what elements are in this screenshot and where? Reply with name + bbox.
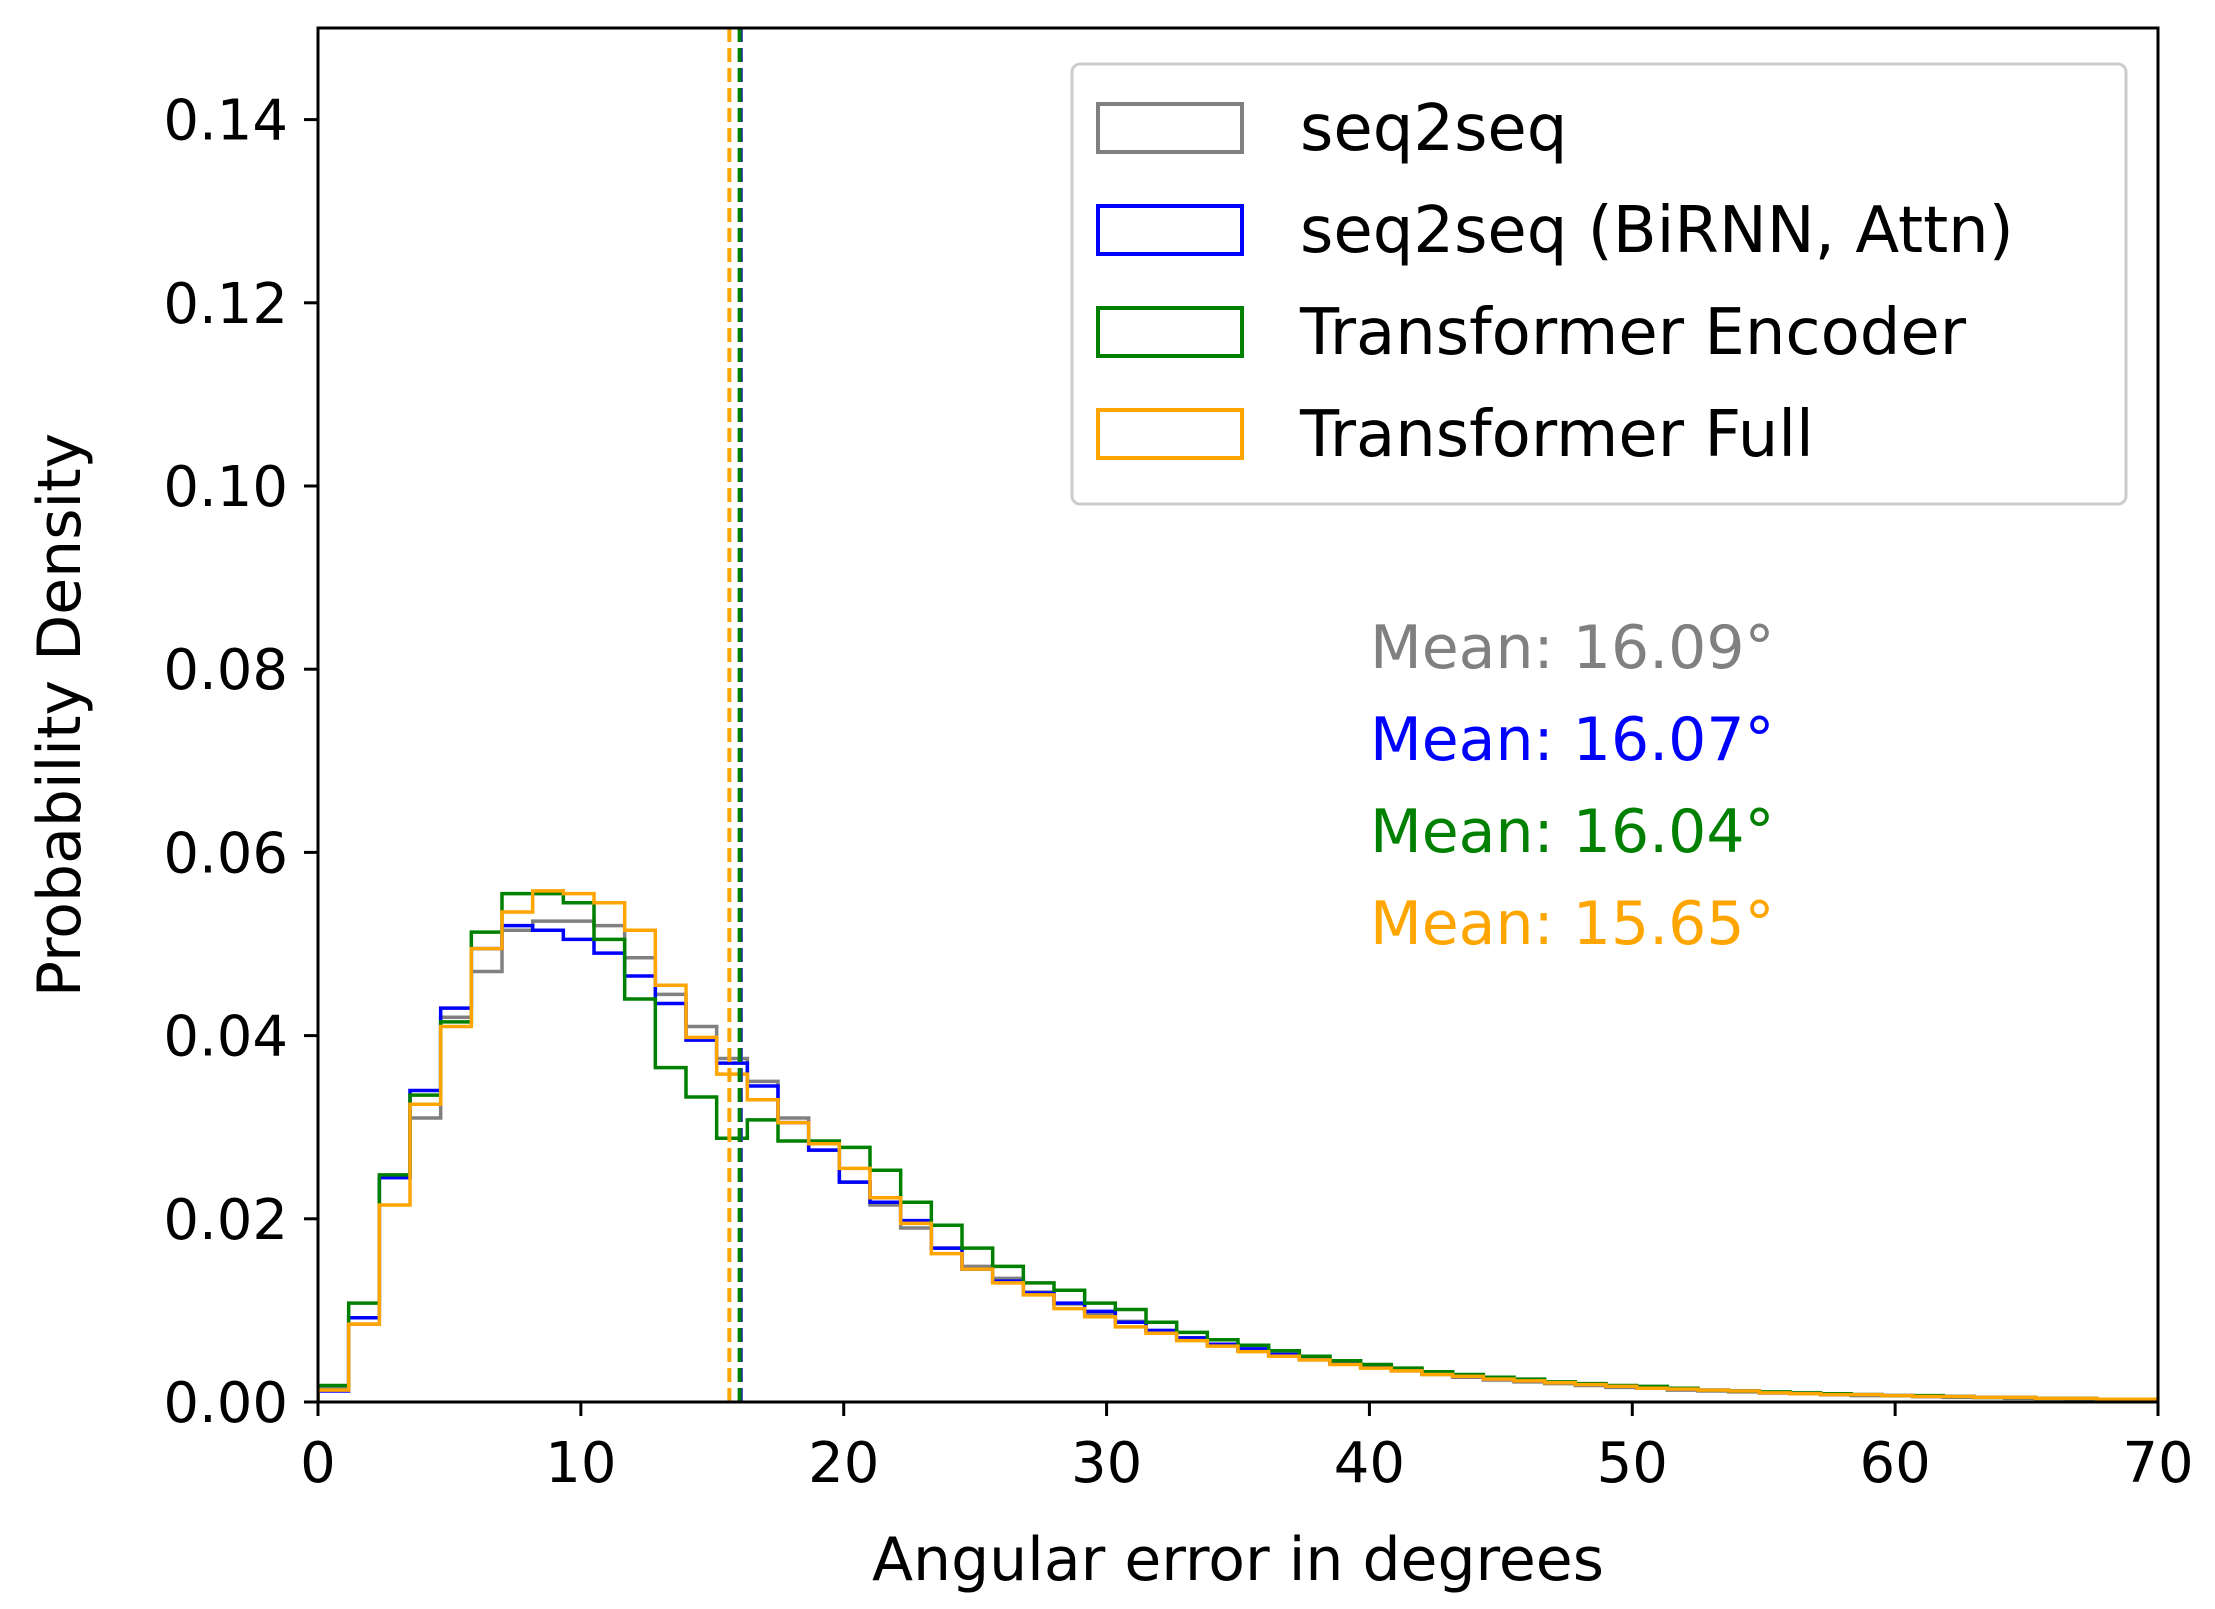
histogram-series-group	[318, 889, 2158, 1402]
y-tick-label: 0.08	[163, 638, 288, 703]
y-tick-label: 0.10	[163, 455, 288, 520]
y-tick-label: 0.14	[163, 89, 288, 154]
x-axis: 0 10 20 30 40 50 60 70	[300, 1402, 2194, 1496]
mean-label-2: Mean: 16.07°	[1370, 705, 1775, 775]
x-tick-label: 70	[2122, 1431, 2193, 1496]
legend-swatch	[1096, 102, 1244, 154]
y-axis: 0.00 0.02 0.04 0.06 0.08 0.10 0.12 0.14	[163, 89, 318, 1436]
mean-label-1: Mean: 16.09°	[1370, 613, 1775, 683]
mean-annotations: Mean: 16.09° Mean: 16.07° Mean: 16.04° Mean…	[1370, 613, 1775, 959]
plot-frame	[316, 26, 2160, 1404]
legend-label: Transformer Encoder	[1299, 296, 1967, 370]
mean-label-3: Mean: 16.04°	[1370, 797, 1775, 867]
y-tick-label: 0.00	[163, 1371, 288, 1436]
y-tick-label: 0.02	[163, 1188, 288, 1253]
legend-label: seq2seq	[1300, 92, 1567, 166]
y-axis-label: Probability Density	[25, 433, 95, 997]
y-tick-label: 0.04	[163, 1005, 288, 1070]
x-tick-label: 0	[300, 1431, 336, 1496]
legend-label: Transformer Full	[1299, 398, 1814, 472]
x-tick-label: 50	[1597, 1431, 1668, 1496]
legend-swatch	[1096, 408, 1244, 460]
x-axis-label: Angular error in degrees	[872, 1525, 1604, 1595]
legend: seq2seq seq2seq (BiRNN, Attn) Transformer …	[1070, 62, 2128, 506]
histogram-series-4	[318, 889, 2158, 1402]
x-tick-label: 30	[1071, 1431, 1142, 1496]
y-tick-label: 0.12	[163, 272, 288, 337]
legend-box	[1070, 62, 2128, 506]
legend-swatch	[1096, 306, 1244, 358]
mean-lines-group	[727, 28, 743, 1402]
x-tick-label: 40	[1334, 1431, 1405, 1496]
legend-swatch	[1096, 204, 1244, 256]
legend-label: seq2seq (BiRNN, Attn)	[1300, 194, 2014, 268]
y-tick-label: 0.06	[163, 821, 288, 886]
x-tick-label: 20	[808, 1431, 879, 1496]
x-tick-label: 60	[1860, 1431, 1931, 1496]
x-tick-label: 10	[545, 1431, 616, 1496]
mean-label-4: Mean: 15.65°	[1370, 889, 1775, 959]
